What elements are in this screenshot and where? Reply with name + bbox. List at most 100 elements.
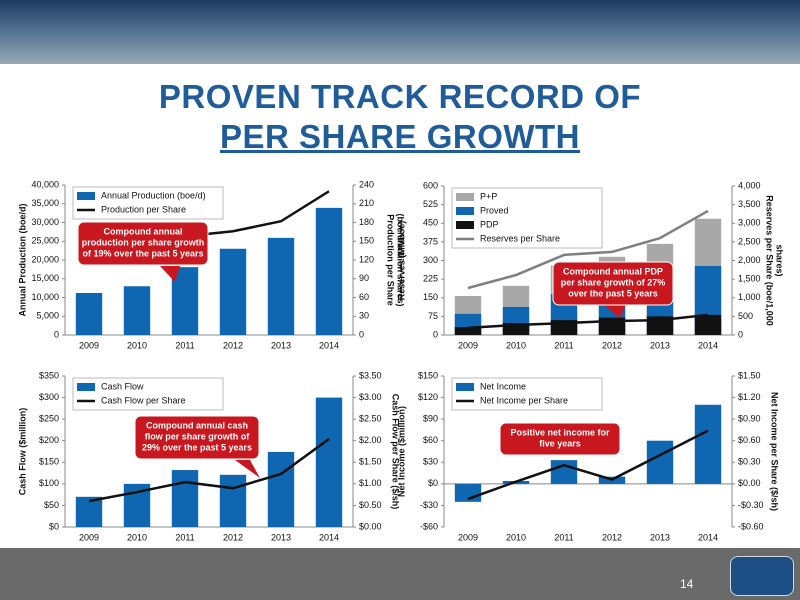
bar bbox=[123, 286, 151, 335]
y2-tick-label: -$0.30 bbox=[738, 500, 764, 510]
bar bbox=[219, 474, 247, 527]
y-axis-title: Cash Flow ($million) bbox=[17, 408, 27, 496]
y-tick-label: $100 bbox=[39, 478, 59, 488]
x-tick-label: 2014 bbox=[698, 340, 718, 350]
x-tick-label: 2010 bbox=[506, 340, 526, 350]
y2-tick-label: $0.90 bbox=[738, 414, 761, 424]
callout-tail bbox=[160, 266, 180, 282]
y2-tick-label: $1.50 bbox=[359, 457, 382, 467]
line-series bbox=[467, 209, 709, 290]
x-tick-label: 2013 bbox=[271, 532, 291, 542]
y2-axis-title: Net Income per Share ($/sh) bbox=[770, 392, 780, 511]
bar bbox=[315, 397, 343, 527]
y-tick-label: $60 bbox=[423, 435, 438, 445]
y2-tick-label: $1.20 bbox=[738, 392, 761, 402]
slide-title: PER SHARE GROWTH bbox=[0, 118, 800, 156]
y2-tick-label: 30 bbox=[359, 311, 369, 321]
page-number: 14 bbox=[680, 577, 694, 591]
legend-label: PDP bbox=[480, 219, 499, 229]
y-tick-label: 30,000 bbox=[31, 217, 59, 227]
bar bbox=[219, 248, 247, 335]
callout-box bbox=[499, 422, 621, 456]
legend-box bbox=[72, 186, 224, 220]
y2-tick-label: 0 bbox=[738, 329, 743, 339]
y-tick-label: 0 bbox=[54, 329, 59, 339]
y2-axis-title: Reserves per Share (boe/1,000 bbox=[765, 195, 775, 326]
callout-text: 29% over the past 5 years bbox=[142, 442, 252, 452]
legend-box bbox=[451, 377, 603, 411]
y2-tick-label: 2,000 bbox=[738, 255, 761, 265]
y-tick-label: 600 bbox=[423, 180, 438, 190]
y-tick-label: 40,000 bbox=[31, 179, 59, 189]
y2-tick-label: $0.00 bbox=[738, 478, 761, 488]
y2-tick-label: 0 bbox=[359, 329, 364, 339]
bar bbox=[267, 237, 295, 335]
y2-tick-label: 4,000 bbox=[738, 180, 761, 190]
legend-swatch bbox=[77, 383, 95, 391]
legend-label: Cash Flow bbox=[101, 381, 144, 391]
y-tick-label: 150 bbox=[423, 292, 438, 302]
y2-tick-label: 150 bbox=[359, 236, 374, 246]
y-tick-label: $0 bbox=[49, 521, 59, 531]
callout-text: Compound annual bbox=[104, 226, 183, 236]
y2-tick-label: 1,000 bbox=[738, 292, 761, 302]
legend-label: Net Income bbox=[480, 381, 526, 391]
callout-text: of 19% over the past 5 years bbox=[82, 248, 203, 258]
y-tick-label: 35,000 bbox=[31, 198, 59, 208]
bar bbox=[502, 323, 530, 335]
y2-tick-label: 500 bbox=[738, 311, 753, 321]
y-tick-label: 75 bbox=[428, 311, 438, 321]
legend-box bbox=[72, 377, 224, 411]
y-tick-label: 225 bbox=[423, 274, 438, 284]
bar bbox=[550, 460, 578, 484]
legend-swatch bbox=[456, 207, 474, 215]
y-tick-label: $30 bbox=[423, 457, 438, 467]
slide-title: PROVEN TRACK RECORD OF bbox=[158, 78, 642, 115]
slide-title-underlined: PER SHARE GROWTH bbox=[219, 118, 580, 155]
y-tick-label: $90 bbox=[423, 414, 438, 424]
callout-tail bbox=[235, 460, 260, 478]
bar bbox=[454, 327, 482, 335]
line-series bbox=[467, 313, 709, 330]
legend-label: Cash Flow per Share bbox=[101, 395, 186, 405]
y2-tick-label: 120 bbox=[359, 254, 374, 264]
y2-tick-label: 3,000 bbox=[738, 218, 761, 228]
y-tick-label: $350 bbox=[39, 370, 59, 380]
y2-axis-title: (boe/d/million shares) bbox=[396, 213, 406, 306]
x-tick-label: 2009 bbox=[79, 340, 99, 350]
x-tick-label: 2013 bbox=[271, 340, 291, 350]
y-tick-label: $200 bbox=[39, 435, 59, 445]
x-tick-label: 2010 bbox=[127, 532, 147, 542]
y-tick-label: 450 bbox=[423, 218, 438, 228]
y-tick-label: 300 bbox=[423, 255, 438, 265]
y-tick-label: $150 bbox=[39, 457, 59, 467]
bar bbox=[694, 314, 722, 335]
x-tick-label: 2013 bbox=[650, 340, 670, 350]
x-tick-label: 2011 bbox=[175, 532, 194, 542]
y-tick-label: -$60 bbox=[420, 521, 438, 531]
y2-tick-label: $3.50 bbox=[359, 370, 382, 380]
callout-text: over the past 5 years bbox=[568, 288, 658, 298]
line-series bbox=[467, 429, 709, 501]
y-tick-label: 25,000 bbox=[31, 236, 59, 246]
y2-tick-label: 210 bbox=[359, 198, 374, 208]
x-tick-label: 2014 bbox=[319, 340, 339, 350]
y2-tick-label: 1,500 bbox=[738, 274, 761, 284]
bar bbox=[315, 207, 343, 335]
callout-text: five years bbox=[539, 438, 581, 448]
y-tick-label: 375 bbox=[423, 236, 438, 246]
legend-swatch bbox=[456, 221, 474, 229]
y2-tick-label: 3,500 bbox=[738, 199, 761, 209]
y2-tick-label: $2.00 bbox=[359, 435, 382, 445]
y-tick-label: 20,000 bbox=[31, 254, 59, 264]
bar bbox=[171, 470, 199, 527]
y-tick-label: -$30 bbox=[420, 500, 438, 510]
x-tick-label: 2012 bbox=[602, 532, 622, 542]
legend-label: Net Income per Share bbox=[480, 395, 568, 405]
y-tick-label: $150 bbox=[418, 370, 438, 380]
callout-text: Compound annual cash bbox=[146, 420, 248, 430]
legend-swatch bbox=[456, 193, 474, 201]
x-tick-label: 2009 bbox=[458, 532, 478, 542]
y-axis-title: Net Income ($million) bbox=[396, 406, 406, 497]
